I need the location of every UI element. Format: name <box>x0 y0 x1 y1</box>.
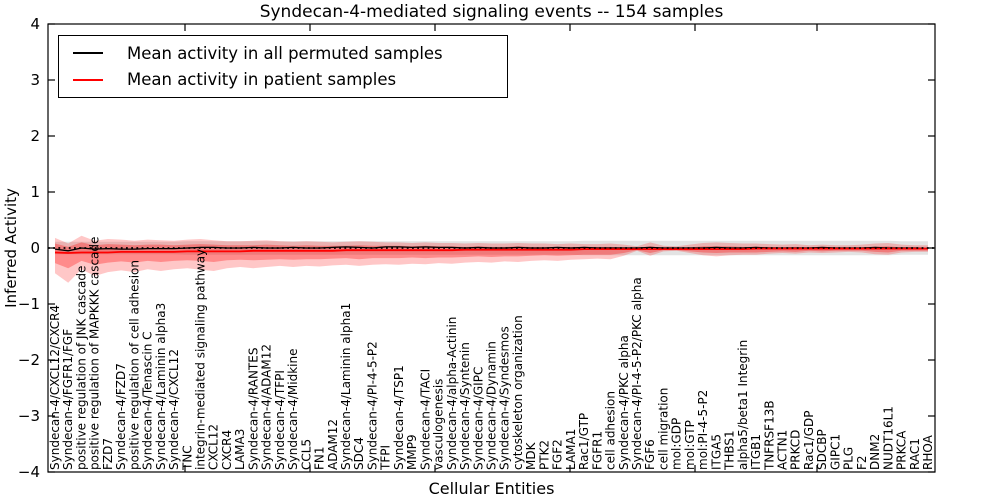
x-tick-label: PRKCA <box>895 430 909 470</box>
x-tick-label: F2 <box>855 455 869 470</box>
x-tick-label: PRKCD <box>789 430 803 470</box>
x-tick-label: Syndecan-4/TFPI <box>273 370 287 470</box>
legend-entry-patient: Mean activity in patient samples <box>73 70 507 89</box>
chart-title: Syndecan-4-mediated signaling events -- … <box>259 2 724 22</box>
x-tick-label: Syndecan-4/FZD7 <box>114 363 128 470</box>
legend-label: Mean activity in all permuted samples <box>127 43 443 63</box>
x-tick-label: LAMA1 <box>564 429 578 470</box>
x-tick-label: Syndecan-4/alpha-Actinin <box>445 317 459 470</box>
x-tick-label: mol:GTP <box>683 420 697 470</box>
x-tick-label: Syndecan-4/Laminin alpha3 <box>154 303 168 470</box>
x-tick-label: cell adhesion <box>604 391 618 470</box>
x-tick-label: ACTN1 <box>776 430 790 470</box>
y-tick-label: 1 <box>30 183 40 201</box>
x-tick-label: ITGA5 <box>709 434 723 470</box>
legend-entry-permuted: Mean activity in all permuted samples <box>73 44 507 63</box>
x-tick-label: CXCL12 <box>207 424 221 470</box>
y-tick-label: 0 <box>30 239 40 257</box>
x-tick-label: Syndecan-4/RANTES <box>246 348 260 470</box>
x-tick-label: Syndecan-4/Syntenin <box>458 342 472 470</box>
x-tick-label: CCL5 <box>299 439 313 470</box>
x-tick-label: cell migration <box>657 388 671 470</box>
x-tick-label: GIPC1 <box>828 434 842 470</box>
x-tick-label: Syndecan-4/Syndesmos <box>498 326 512 470</box>
x-tick-label: MMP9 <box>405 434 419 470</box>
x-tick-label: mol:PI-4-5-P2 <box>696 390 710 470</box>
x-tick-label: alpha5/beta1 Integrin <box>736 340 750 470</box>
x-tick-label: FN1 <box>313 446 327 470</box>
y-tick-label: −3 <box>18 407 40 425</box>
x-tick-label: Syndecan-4/GIPC <box>471 367 485 470</box>
x-tick-label: positive regulation of MAPKKK cascade <box>88 237 102 470</box>
x-tick-label: Syndecan-4/Laminin alpha1 <box>339 303 353 470</box>
x-tick-label: Syndecan-4/Midkine <box>286 349 300 470</box>
x-tick-label: ITGB1 <box>749 434 763 470</box>
x-tick-label: Syndecan-4/TSP1 <box>392 365 406 470</box>
x-tick-label: FGF2 <box>551 439 565 470</box>
x-axis-label: Cellular Entities <box>428 479 555 498</box>
x-tick-label: PTK2 <box>537 440 551 470</box>
legend-label: Mean activity in patient samples <box>127 70 397 90</box>
y-axis-label: Inferred Activity <box>2 188 20 308</box>
y-tick-label: −2 <box>18 351 40 369</box>
x-tick-label: TNFRSF13B <box>762 400 776 471</box>
x-tick-label: Rac1/GDP <box>802 411 816 470</box>
x-tick-label: MDK <box>524 441 538 470</box>
x-tick-label: RHOA <box>921 434 935 470</box>
x-tick-label: Syndecan-4/Tenascin C <box>141 331 155 470</box>
x-tick-label: LAMA3 <box>233 429 247 470</box>
x-tick-label: Syndecan-4/CXCL12 <box>167 349 181 470</box>
x-tick-label: FGF6 <box>643 439 657 470</box>
legend-line-sample-red <box>73 78 103 81</box>
x-tick-label: Syndecan-4/TACI <box>418 369 432 470</box>
y-tick-label: 4 <box>30 15 40 33</box>
x-tick-label: Syndecan-4/CXCL12/CXCR4 <box>48 305 62 470</box>
y-tick-label: −4 <box>18 463 40 481</box>
x-tick-label: FZD7 <box>101 438 115 470</box>
x-tick-label: ADAM12 <box>326 419 340 470</box>
x-tick-label: cytoskeleton organization <box>511 315 525 470</box>
x-tick-label: RAC1 <box>908 438 922 470</box>
legend: Mean activity in all permuted samples Me… <box>58 35 508 98</box>
x-tick-label: SDCBP <box>815 429 829 470</box>
x-tick-label: positive regulation of cell adhesion <box>127 260 141 470</box>
x-tick-label: Syndecan-4/PI-4-5-P2 <box>366 341 380 470</box>
x-tick-label: CXCR4 <box>220 430 234 470</box>
x-tick-label: FGFR1 <box>590 431 604 470</box>
y-tick-label: 2 <box>30 127 40 145</box>
x-tick-label: Rac1/GTP <box>577 413 591 470</box>
x-tick-label: Syndecan-4/FGFR1/FGF <box>61 329 75 470</box>
x-tick-label: DNM2 <box>868 434 882 470</box>
x-tick-label: NUDT16L1 <box>881 406 895 470</box>
x-tick-label: mol:GDP <box>670 418 684 470</box>
x-tick-label: TNC <box>180 445 194 471</box>
x-tick-label: Syndecan-4/ADAM12 <box>260 344 274 470</box>
x-tick-label: THBS1 <box>723 430 737 471</box>
x-tick-label: Syndecan-4/PKC alpha <box>617 335 631 470</box>
x-tick-label: integrin-mediated signaling pathway <box>194 249 208 470</box>
x-tick-label: PLG <box>842 447 856 470</box>
x-tick-label: positive regulation of JNK cascade <box>75 266 89 470</box>
x-tick-label: SDC4 <box>352 437 366 470</box>
y-tick-label: 3 <box>30 71 40 89</box>
x-tick-label: TFPI <box>379 445 393 471</box>
x-tick-label: Syndecan-4/Dynamin <box>485 341 499 470</box>
x-tick-label: Syndecan-4/PI-4-5-P2/PKC alpha <box>630 277 644 470</box>
legend-line-sample-black <box>73 52 103 55</box>
x-tick-label: vasculogenesis <box>432 379 446 470</box>
y-tick-label: −1 <box>18 295 40 313</box>
